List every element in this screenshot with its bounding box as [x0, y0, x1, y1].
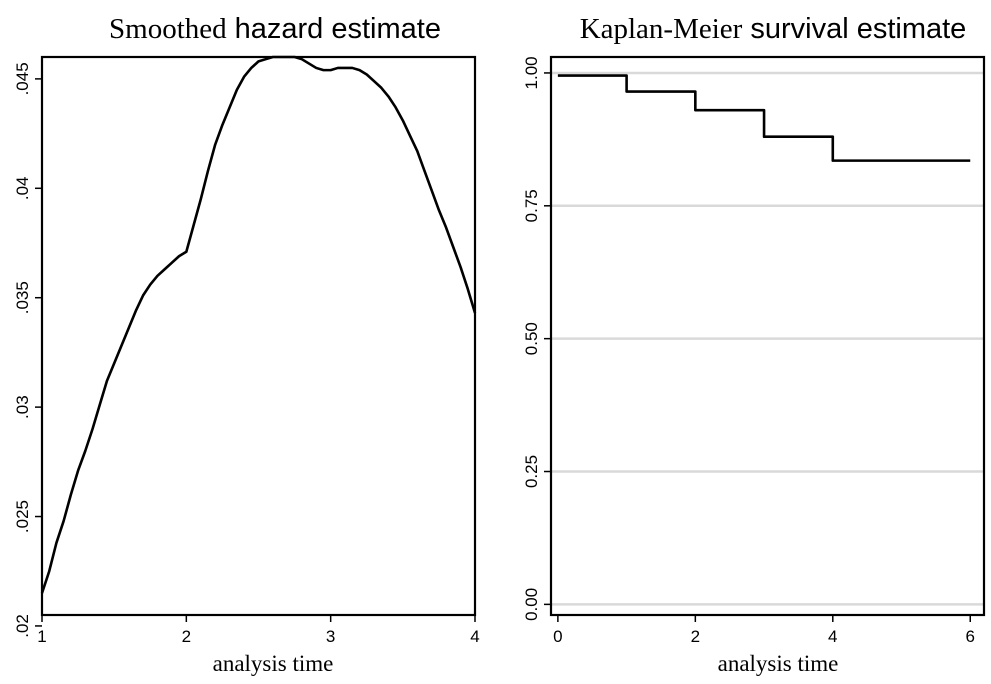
km-panel: Kaplan-Meier survival estimate 0 2 4 6 0.00 0.…	[522, 13, 984, 676]
km-x-axis-title: analysis time	[718, 651, 839, 676]
hazard-x-tick-label-0: 1	[37, 627, 46, 646]
hazard-x-tick-label-3: 4	[470, 627, 479, 646]
hazard-title-part1: Smoothed	[109, 13, 227, 45]
km-y-tick-label-0: 0.00	[522, 588, 541, 621]
km-y-tick-label-2: 0.50	[522, 322, 541, 355]
km-x-tick-label-1: 2	[691, 627, 700, 646]
km-series	[558, 76, 970, 161]
hazard-chart-title: Smoothed hazard estimate	[109, 13, 441, 45]
km-gridlines	[551, 73, 984, 604]
hazard-series-line-0	[42, 57, 475, 593]
hazard-plot-frame	[42, 57, 475, 615]
hazard-series	[42, 57, 475, 593]
km-title-part2: survival estimate	[750, 13, 966, 45]
hazard-y-tick-label-4: .04	[13, 176, 32, 200]
km-axis-ticks: 0 2 4 6 0.00 0.25 0.50 0.75 1.00	[522, 56, 975, 646]
hazard-y-tick-label-2: .03	[13, 395, 32, 419]
km-y-tick-label-1: 0.25	[522, 455, 541, 488]
km-title-part1: Kaplan-Meier	[580, 13, 743, 45]
km-chart-title: Kaplan-Meier survival estimate	[580, 13, 967, 45]
hazard-x-tick-label-2: 3	[326, 627, 335, 646]
hazard-x-axis-title: analysis time	[213, 651, 334, 676]
hazard-y-tick-label-1: .025	[13, 500, 32, 533]
km-y-tick-label-4: 1.00	[522, 56, 541, 89]
km-x-tick-label-2: 4	[828, 627, 837, 646]
hazard-panel: Smoothed hazard estimate 1 2 3 4 .02 .025 .03 .0…	[13, 13, 480, 676]
hazard-axis-ticks: 1 2 3 4 .02 .025 .03 .035 .04 .045	[13, 62, 480, 646]
hazard-title-part2: hazard estimate	[235, 13, 441, 45]
km-series-line-0	[558, 76, 970, 161]
hazard-y-tick-label-0: .02	[13, 614, 32, 638]
hazard-x-tick-label-1: 2	[182, 627, 191, 646]
km-x-tick-label-3: 6	[966, 627, 975, 646]
km-plot-frame	[551, 57, 984, 615]
km-x-tick-label-0: 0	[553, 627, 562, 646]
hazard-y-tick-label-5: .045	[13, 62, 32, 95]
km-y-tick-label-3: 0.75	[522, 189, 541, 222]
hazard-y-tick-label-3: .035	[13, 281, 32, 314]
